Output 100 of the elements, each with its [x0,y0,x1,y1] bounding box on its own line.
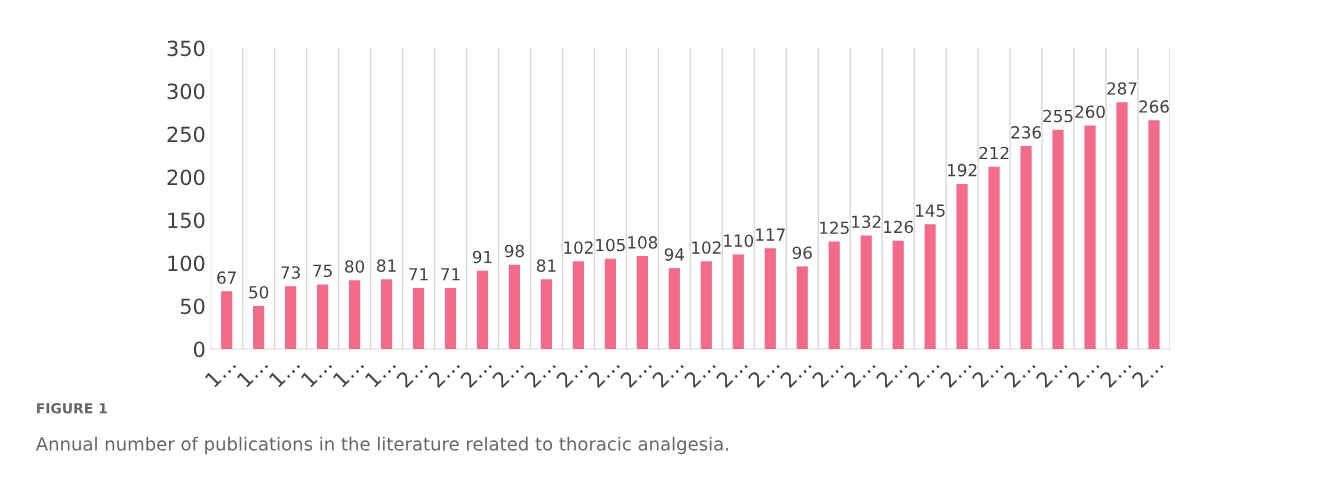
x-tick-label: 2… [683,355,716,389]
y-tick-label: 300 [167,83,205,100]
x-tick-label: 2… [1035,355,1068,389]
data-label: 81 [377,259,396,272]
data-label: 287 [1107,82,1137,95]
data-label: 212 [979,146,1009,160]
data-label: 50 [249,285,269,299]
x-tick-label: 2… [747,355,780,389]
data-label: 125 [820,221,849,235]
data-label: 91 [472,250,492,264]
x-tick-label: 2… [1131,355,1164,389]
data-label: 132 [852,215,881,229]
bar [508,264,521,349]
bar [1052,129,1064,349]
x-tick-label: 2… [1099,355,1132,389]
bar [412,287,425,349]
x-tick-label: 2… [907,355,940,389]
bar [540,279,553,349]
x-tick-label: 1… [204,355,237,388]
x-tick-label: 2… [875,355,908,389]
bar [668,268,680,349]
data-label: 192 [948,163,977,177]
x-tick-label: 2… [843,355,876,389]
y-tick-label: 50 [180,298,205,315]
bar [764,248,776,349]
data-label: 255 [1043,109,1073,123]
y-tick-label: 150 [168,212,205,229]
bar [1020,146,1032,349]
data-label: 98 [504,244,524,258]
data-label: 110 [724,234,754,247]
bar [1148,120,1160,349]
text: Annual number of publications in the literature related to thoracic analgesia. [35,436,728,455]
data-label: 96 [792,246,812,260]
bar [348,280,361,349]
data-label: 81 [536,259,556,272]
data-label: 105 [596,238,625,252]
bar [636,256,648,349]
x-tick-label: 1… [268,355,301,388]
y-tick-label: 350 [167,40,205,57]
x-tick-label: 2… [811,355,844,389]
bar [924,224,936,349]
data-label: 80 [345,260,365,273]
y-tick-label: 0 [193,341,205,358]
bar [892,240,904,349]
data-label: 102 [692,241,721,254]
bar [732,254,744,349]
data-label: 67 [217,271,236,284]
x-tick-label: 1… [364,355,397,388]
caption: FIGURE 1 [37,403,107,414]
x-tick-label: 2… [651,355,684,389]
x-tick-label: 2… [779,355,812,389]
data-label: 94 [664,248,685,261]
bar [253,305,265,349]
x-tick-label: 2… [395,355,429,389]
bar [572,261,584,349]
bar [860,235,872,349]
x-tick-label: 2… [1067,355,1100,389]
x-tick-label: 2… [491,355,524,389]
x-tick-label: 2… [523,355,556,389]
y-tick-label: 200 [167,169,205,186]
bar [604,258,616,349]
x-tick-label: 2… [939,355,972,389]
bar [317,284,329,349]
bar [828,241,840,349]
x-tick-label: 2… [427,355,460,389]
bar [956,183,968,349]
x-tick-label: 2… [555,355,588,389]
y-tick-label: 250 [167,126,205,143]
x-tick-label: 2… [1003,355,1036,389]
data-label: 236 [1011,126,1041,139]
data-label: 75 [313,264,332,278]
x-tick-label: 2… [587,355,620,389]
x-tick-label: 1… [300,355,333,388]
bar [1116,102,1128,349]
bar [476,270,489,349]
x-tick-label: 1… [236,355,269,388]
bar [444,287,457,349]
data-label: 145 [916,204,945,217]
data-label: 117 [756,228,785,241]
x-tick-label: 2… [971,355,1004,389]
bar [1084,125,1096,349]
x-tick-label: 2… [459,355,492,389]
bar [221,291,233,349]
data-label: 73 [281,266,300,279]
data-label: 108 [628,236,658,249]
data-label: 126 [884,220,914,234]
y-tick-label: 100 [168,255,205,272]
x-tick-label: 2… [619,355,652,389]
x-tick-label: 1… [332,355,365,388]
data-label: 71 [409,268,428,281]
data-label: 260 [1075,105,1105,119]
bar [700,261,712,349]
bar [380,279,393,349]
bar [285,286,297,349]
bar [988,166,1000,349]
data-label: 266 [1139,100,1169,113]
bar [796,266,808,349]
data-label: 102 [564,241,593,254]
x-tick-label: 2… [715,355,748,389]
data-label: 71 [441,268,460,281]
